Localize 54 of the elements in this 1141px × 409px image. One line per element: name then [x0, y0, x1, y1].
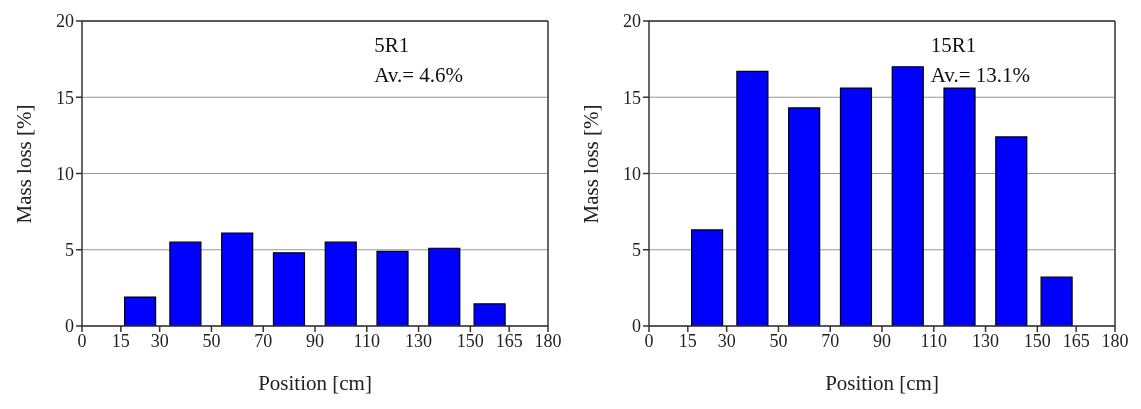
x-tick-label: 15 [111, 330, 130, 351]
y-tick-label: 0 [65, 316, 74, 337]
bar [272, 252, 306, 326]
bar [428, 247, 461, 326]
y-tick-label: 20 [623, 11, 641, 32]
bar [943, 87, 976, 326]
y-axis-title: Mass loss [%] [579, 104, 604, 224]
x-tick-label: 110 [353, 330, 380, 351]
x-tick-label: 150 [456, 330, 484, 351]
bar [376, 250, 409, 326]
x-tick-label: 90 [306, 330, 324, 351]
x-tick-label: 180 [534, 330, 562, 351]
x-tick-label: 165 [495, 330, 523, 351]
y-tick-label: 10 [56, 163, 74, 184]
bar [473, 303, 506, 326]
x-tick-label: 165 [1062, 330, 1090, 351]
x-tick-label: 130 [405, 330, 433, 351]
y-axis-title: Mass loss [%] [12, 104, 37, 224]
bar [736, 70, 769, 326]
x-tick-label: 110 [920, 330, 947, 351]
bar [839, 87, 873, 326]
x-tick-label: 70 [821, 330, 840, 351]
y-tick-label: 15 [56, 87, 74, 108]
annotation: 15R1 [930, 32, 978, 59]
bar [788, 107, 821, 326]
x-tick-label: 130 [972, 330, 1000, 351]
x-tick-label: 70 [254, 330, 273, 351]
bar [324, 241, 357, 326]
bar [124, 296, 157, 326]
bar [1040, 276, 1073, 326]
y-tick-label: 20 [56, 11, 74, 32]
bar [995, 136, 1028, 326]
y-tick-label: 10 [623, 163, 641, 184]
annotation: Av.= 13.1% [930, 62, 1030, 89]
x-axis-title: Position [cm] [258, 371, 372, 395]
x-tick-label: 50 [769, 330, 788, 351]
bar [891, 66, 924, 326]
x-axis-title: Position [cm] [825, 371, 939, 395]
x-tick-label: 50 [202, 330, 221, 351]
annotation: Av.= 4.6% [374, 62, 463, 89]
x-tick-label: 180 [1101, 330, 1129, 351]
y-tick-label: 5 [632, 240, 641, 261]
bar [169, 241, 202, 326]
x-tick-label: 90 [873, 330, 891, 351]
bar [691, 229, 724, 326]
x-tick-label: 30 [150, 330, 169, 351]
y-tick-label: 0 [632, 316, 641, 337]
y-tick-label: 5 [65, 240, 74, 261]
y-tick-label: 15 [623, 87, 641, 108]
bar [221, 232, 254, 326]
x-tick-label: 15 [678, 330, 697, 351]
annotation: 5R1 [374, 32, 411, 59]
x-tick-label: 30 [717, 330, 736, 351]
x-tick-label: 150 [1023, 330, 1051, 351]
